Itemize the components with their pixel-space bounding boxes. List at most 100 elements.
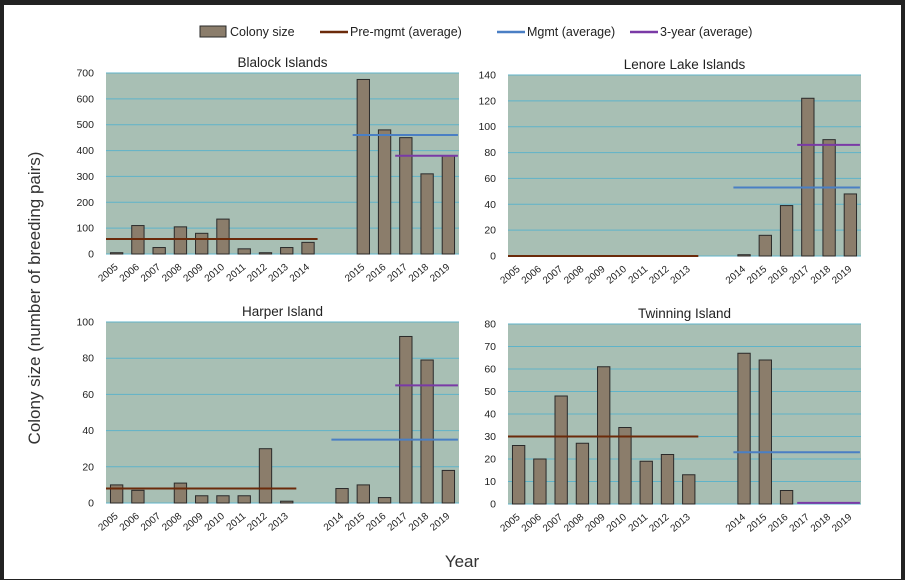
x-tick-label: 2009 xyxy=(182,511,206,534)
bar xyxy=(843,193,858,257)
bar xyxy=(682,474,696,505)
y-tick-label: 50 xyxy=(484,386,496,398)
x-tick-label: 2016 xyxy=(766,512,790,535)
y-tick-label: 100 xyxy=(76,223,94,235)
bar xyxy=(258,252,273,255)
bar xyxy=(554,395,568,505)
x-tick-label: 2008 xyxy=(160,511,184,534)
bar xyxy=(152,247,166,255)
x-tick-label: 2018 xyxy=(809,264,833,287)
x-tick-label: 2010 xyxy=(605,264,629,287)
x-tick-label: 2013 xyxy=(267,511,291,534)
chart-panel: 0 20 40 60 80 100 120 140 Lenore Lake Islands 200… xyxy=(478,57,861,287)
x-tick-label: 2018 xyxy=(407,262,431,285)
y-tick-label: 40 xyxy=(484,199,496,211)
x-tick-label: 2019 xyxy=(830,264,854,287)
bar xyxy=(639,460,653,505)
bar xyxy=(758,234,772,257)
bar xyxy=(131,489,145,504)
panel-title: Lenore Lake Islands xyxy=(624,57,746,72)
legend-label: Pre-mgmt (average) xyxy=(350,25,462,39)
x-tick-label: 2007 xyxy=(541,264,565,287)
bar xyxy=(575,442,590,505)
bar xyxy=(195,495,209,504)
bar xyxy=(533,458,547,505)
x-tick-label: 2009 xyxy=(584,512,608,535)
bar xyxy=(420,359,434,504)
x-tick-label: 2012 xyxy=(647,264,671,287)
x-tick-label: 2008 xyxy=(160,262,184,285)
chart-panel: 0 10 20 30 40 50 60 70 80 Twinning Island 20052006… xyxy=(484,306,861,535)
bar xyxy=(511,445,526,505)
y-tick-label: 500 xyxy=(76,119,94,131)
panel-title: Twinning Island xyxy=(638,306,731,321)
x-tick-label: 2013 xyxy=(669,264,693,287)
x-tick-label: 2011 xyxy=(627,264,651,287)
x-tick-label: 2014 xyxy=(724,264,748,287)
x-tick-label: 2019 xyxy=(428,511,452,534)
x-tick-label: 2005 xyxy=(498,512,522,535)
x-tick-label: 2013 xyxy=(267,262,291,285)
bar xyxy=(758,359,772,505)
x-tick-label: 2013 xyxy=(669,512,693,535)
y-tick-label: 0 xyxy=(490,251,496,263)
bar xyxy=(779,490,794,505)
y-tick-label: 40 xyxy=(484,409,496,421)
legend-item: Pre-mgmt (average) xyxy=(320,25,462,39)
bar xyxy=(822,139,836,257)
bar xyxy=(618,427,632,505)
x-tick-label: 2014 xyxy=(322,511,346,534)
x-tick-label: 2015 xyxy=(745,264,769,287)
legend-label: Mgmt (average) xyxy=(527,25,615,39)
x-tick-label: 2015 xyxy=(343,262,367,285)
bar xyxy=(420,173,434,255)
x-tick-label: 2016 xyxy=(364,511,388,534)
y-tick-label: 300 xyxy=(76,171,94,183)
x-tick-label: 2007 xyxy=(139,511,163,534)
bar xyxy=(660,454,675,505)
bar xyxy=(216,218,230,255)
x-tick-label: 2012 xyxy=(647,512,671,535)
x-tick-label: 2019 xyxy=(428,262,452,285)
x-tick-label: 2011 xyxy=(225,262,249,285)
y-tick-label: 100 xyxy=(478,121,496,133)
y-tick-label: 20 xyxy=(484,454,496,466)
legend-item: Mgmt (average) xyxy=(497,25,615,39)
bar xyxy=(356,78,370,255)
y-tick-label: 40 xyxy=(82,425,94,437)
x-tick-label: 2016 xyxy=(364,262,388,285)
x-tick-label: 2016 xyxy=(766,264,790,287)
bar xyxy=(737,352,751,505)
x-tick-label: 2019 xyxy=(830,512,854,535)
x-tick-label: 2009 xyxy=(182,262,206,285)
bar xyxy=(109,252,124,255)
x-tick-label: 2012 xyxy=(245,511,269,534)
x-tick-label: 2010 xyxy=(605,512,629,535)
x-tick-label: 2006 xyxy=(118,511,142,534)
legend: Colony size Pre-mgmt (average) Mgmt (avera… xyxy=(199,25,752,39)
bar xyxy=(399,137,413,255)
x-tick-label: 2015 xyxy=(745,512,769,535)
bar xyxy=(173,226,188,255)
x-tick-label: 2017 xyxy=(788,512,812,535)
y-tick-label: 700 xyxy=(76,68,94,80)
x-tick-label: 2005 xyxy=(96,511,120,534)
y-tick-label: 30 xyxy=(484,431,496,443)
bar xyxy=(597,366,611,505)
bar xyxy=(301,241,315,255)
bar xyxy=(377,129,392,255)
x-tick-label: 2010 xyxy=(203,511,227,534)
bar xyxy=(237,495,251,504)
y-tick-label: 100 xyxy=(76,317,94,329)
y-tick-label: 60 xyxy=(484,364,496,376)
x-tick-label: 2011 xyxy=(627,512,651,535)
bar xyxy=(258,448,273,504)
x-tick-label: 2005 xyxy=(96,262,120,285)
y-tick-label: 140 xyxy=(478,70,496,82)
legend-label: Colony size xyxy=(230,25,295,39)
bar xyxy=(173,482,188,504)
legend-swatch-bar xyxy=(199,25,227,38)
x-tick-label: 2006 xyxy=(118,262,142,285)
legend-item: Colony size xyxy=(199,25,295,39)
